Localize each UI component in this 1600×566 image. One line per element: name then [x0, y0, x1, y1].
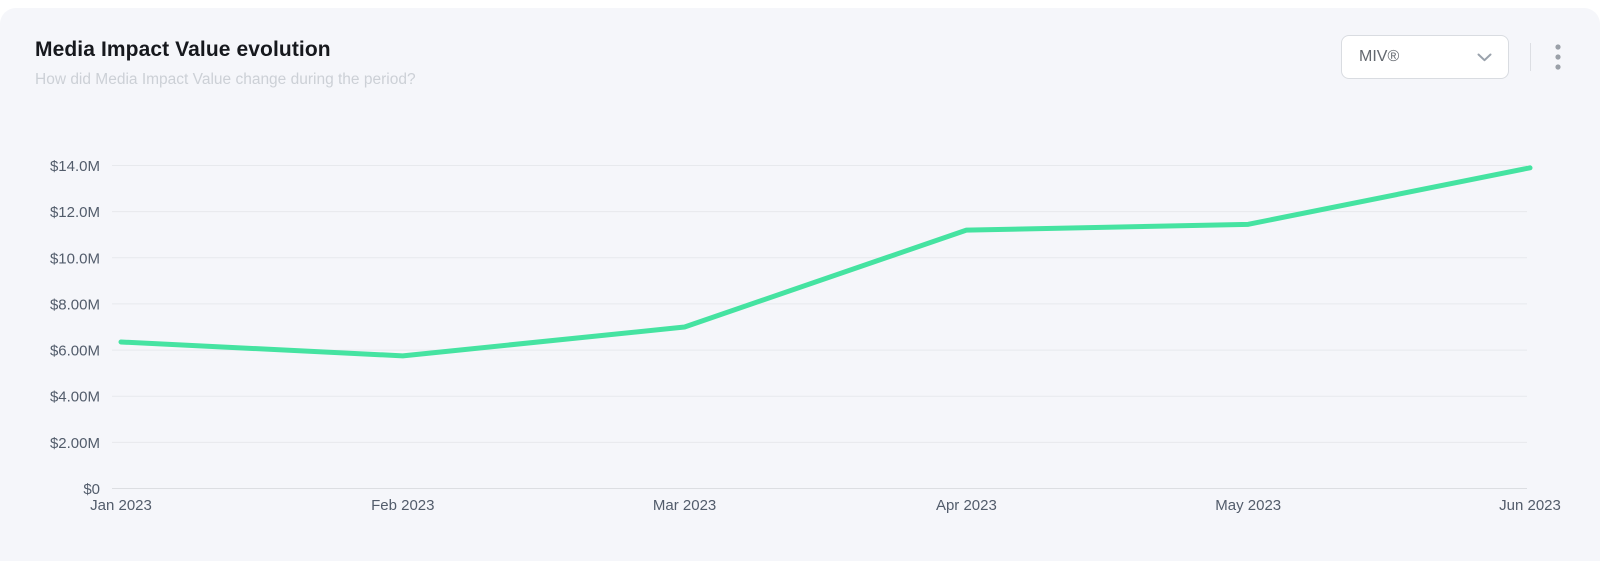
- x-axis-tick-label: Apr 2023: [936, 497, 997, 514]
- card-header: Media Impact Value evolution How did Med…: [35, 35, 1565, 89]
- header-text-block: Media Impact Value evolution How did Med…: [35, 38, 416, 89]
- y-axis-tick-label: $4.00M: [50, 389, 100, 406]
- miv-evolution-card: $0 $2.00M $4.00M $6.00M $8.00M $10.0M $12.0M $1…: [0, 8, 1600, 561]
- chart-title: Media Impact Value evolution: [35, 38, 331, 61]
- y-axis-tick-label: $6.00M: [50, 343, 100, 360]
- kebab-menu-icon: [1555, 44, 1561, 70]
- y-axis-tick-label: $14.0M: [50, 158, 100, 175]
- x-axis-tick-label: Mar 2023: [653, 497, 716, 514]
- vertical-divider: [1530, 43, 1531, 71]
- metric-dropdown-value: MIV®: [1359, 48, 1400, 65]
- more-options-button[interactable]: [1551, 40, 1565, 74]
- x-axis-tick-label: Jun 2023: [1499, 497, 1561, 514]
- miv-series-line: [118, 165, 1533, 359]
- y-axis-tick-label: $0: [83, 481, 100, 498]
- x-axis-tick-label: Jan 2023: [90, 497, 152, 514]
- y-axis-tick-label: $8.00M: [50, 296, 100, 313]
- header-controls: MIV®: [1341, 35, 1565, 79]
- y-axis-tick-label: $12.0M: [50, 204, 100, 221]
- metric-dropdown[interactable]: MIV®: [1341, 35, 1509, 79]
- x-axis-tick-label: May 2023: [1215, 497, 1281, 514]
- chart-subtitle: How did Media Impact Value change during…: [35, 71, 416, 88]
- chevron-down-icon: [1477, 53, 1492, 62]
- y-axis-tick-label: $2.00M: [50, 435, 100, 452]
- y-axis-tick-label: $10.0M: [50, 250, 100, 267]
- x-axis-tick-label: Feb 2023: [371, 497, 434, 514]
